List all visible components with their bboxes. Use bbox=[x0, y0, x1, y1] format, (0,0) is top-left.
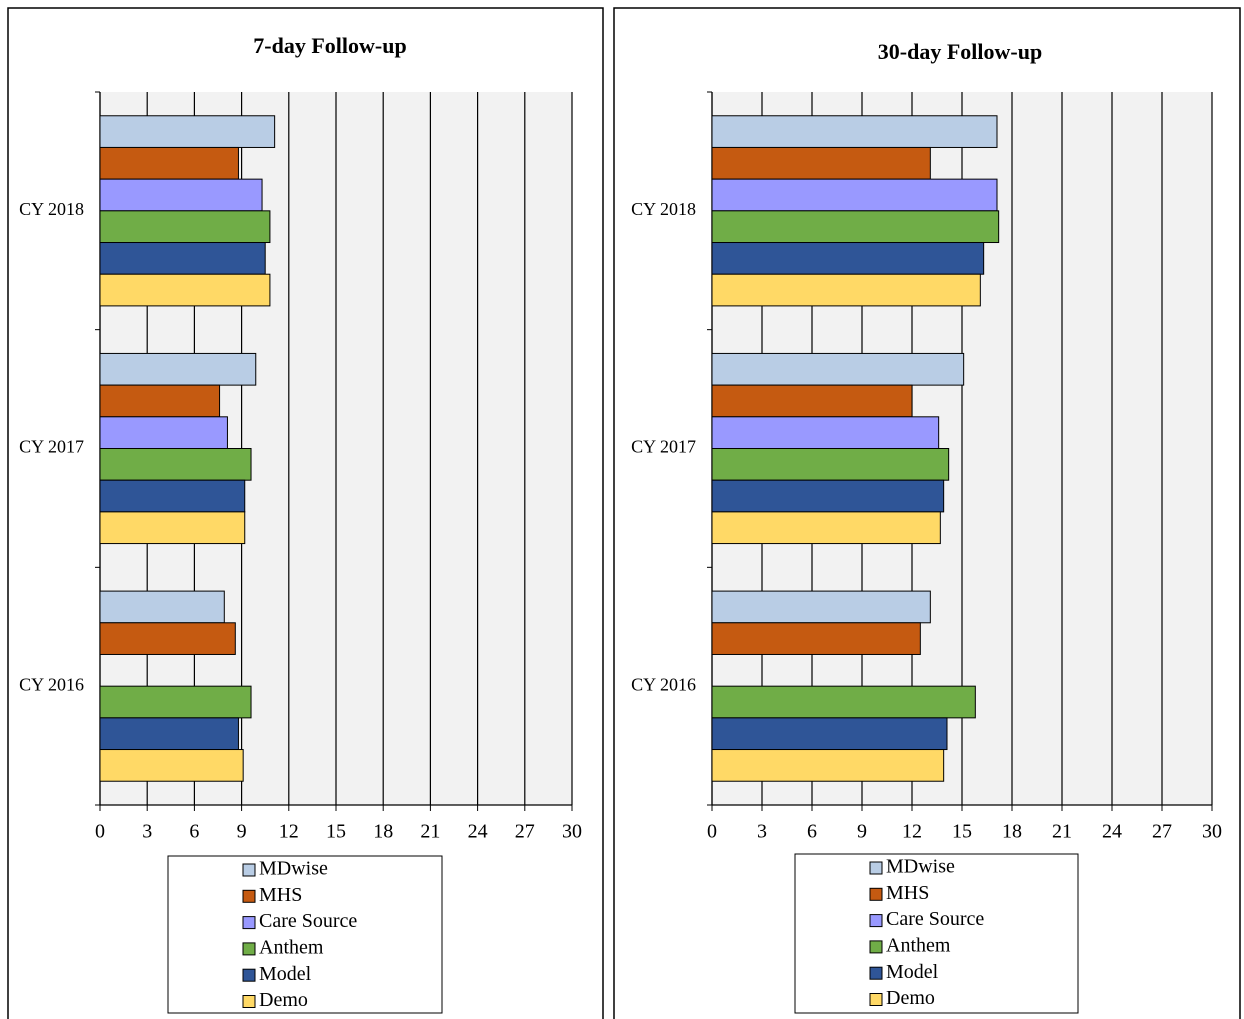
legend-label: Model bbox=[259, 963, 312, 985]
bar bbox=[711, 511, 941, 545]
x-tick-label: 12 bbox=[902, 821, 922, 843]
x-tick-label: 9 bbox=[237, 821, 247, 843]
bar bbox=[711, 590, 931, 624]
bar bbox=[711, 685, 976, 719]
bar bbox=[99, 384, 221, 418]
x-tick-label: 6 bbox=[189, 821, 199, 843]
x-tick-label: 0 bbox=[707, 821, 717, 843]
bar bbox=[99, 273, 271, 307]
x-tick-label: 18 bbox=[1002, 821, 1022, 843]
y-tick-label: CY 2016 bbox=[19, 674, 84, 694]
x-tick-label: 9 bbox=[857, 821, 867, 843]
y-tick-label: CY 2016 bbox=[631, 674, 696, 694]
bar bbox=[99, 178, 263, 212]
legend-swatch bbox=[869, 914, 883, 928]
bar bbox=[99, 210, 271, 244]
x-tick-label: 27 bbox=[1152, 821, 1172, 843]
legend-swatch bbox=[869, 966, 883, 980]
panel-border bbox=[7, 7, 604, 1019]
legend-label: MDwise bbox=[886, 856, 955, 878]
legend-label: Anthem bbox=[886, 934, 951, 956]
x-tick-label: 3 bbox=[757, 821, 767, 843]
bar bbox=[711, 210, 1000, 244]
legend-swatch bbox=[242, 995, 256, 1008]
bar bbox=[99, 242, 266, 275]
legend-label: Care Source bbox=[886, 908, 984, 930]
bar bbox=[99, 448, 252, 481]
bar bbox=[711, 416, 940, 449]
y-tick-label: CY 2018 bbox=[19, 199, 84, 219]
x-tick-label: 27 bbox=[515, 821, 535, 843]
x-tick-label: 15 bbox=[952, 821, 972, 843]
chart-title: 7-day Follow-up bbox=[253, 33, 406, 58]
bar bbox=[99, 146, 239, 180]
legend-swatch bbox=[869, 940, 883, 954]
bar bbox=[99, 352, 257, 386]
bar bbox=[711, 384, 913, 418]
legend-swatch bbox=[242, 968, 256, 982]
legend-swatch bbox=[242, 942, 256, 956]
bar bbox=[711, 242, 985, 275]
bar bbox=[711, 273, 981, 307]
x-tick-label: 21 bbox=[1052, 821, 1072, 843]
bar bbox=[99, 622, 236, 655]
legend-label: Anthem bbox=[259, 936, 324, 958]
bar bbox=[711, 115, 998, 148]
bar bbox=[99, 749, 244, 782]
bar bbox=[711, 352, 965, 386]
legend-label: Care Source bbox=[259, 910, 357, 932]
bar bbox=[711, 479, 945, 513]
x-tick-label: 30 bbox=[1202, 821, 1222, 843]
x-tick-label: 3 bbox=[142, 821, 152, 843]
bar bbox=[711, 622, 921, 655]
bar bbox=[711, 146, 931, 180]
legend-label: Demo bbox=[259, 989, 308, 1011]
bar bbox=[99, 416, 228, 449]
bar bbox=[99, 511, 246, 545]
legend-swatch bbox=[242, 916, 256, 930]
x-tick-label: 0 bbox=[95, 821, 105, 843]
x-tick-label: 24 bbox=[1102, 821, 1122, 843]
x-tick-label: 6 bbox=[807, 821, 817, 843]
x-tick-label: 12 bbox=[279, 821, 299, 843]
legend-label: Demo bbox=[886, 987, 935, 1009]
bar bbox=[711, 749, 945, 782]
legend-label: MHS bbox=[886, 882, 929, 904]
bar bbox=[711, 448, 950, 481]
x-tick-label: 30 bbox=[562, 821, 582, 843]
legend-box bbox=[167, 855, 443, 1014]
x-tick-label: 24 bbox=[468, 821, 488, 843]
x-tick-label: 15 bbox=[326, 821, 346, 843]
bar bbox=[99, 479, 246, 513]
x-tick-label: 21 bbox=[420, 821, 440, 843]
y-tick-label: CY 2017 bbox=[19, 437, 84, 457]
legend-label: Model bbox=[886, 961, 939, 983]
bar bbox=[711, 717, 948, 751]
chart-title: 30-day Follow-up bbox=[878, 39, 1042, 64]
bar bbox=[99, 590, 225, 624]
legend-swatch bbox=[242, 863, 256, 877]
bar bbox=[99, 115, 276, 148]
legend-swatch bbox=[242, 889, 256, 903]
legend-swatch bbox=[869, 861, 883, 875]
y-tick-label: CY 2017 bbox=[631, 437, 696, 457]
bar bbox=[99, 717, 239, 751]
bar bbox=[711, 178, 998, 212]
legend-label: MHS bbox=[259, 884, 302, 906]
legend-label: MDwise bbox=[259, 858, 328, 880]
legend-box bbox=[794, 853, 1079, 1014]
x-tick-label: 18 bbox=[373, 821, 393, 843]
panel-border bbox=[613, 7, 1241, 1019]
legend-swatch bbox=[869, 993, 883, 1006]
legend-swatch bbox=[869, 887, 883, 901]
y-tick-label: CY 2018 bbox=[631, 199, 696, 219]
bar bbox=[99, 685, 252, 719]
